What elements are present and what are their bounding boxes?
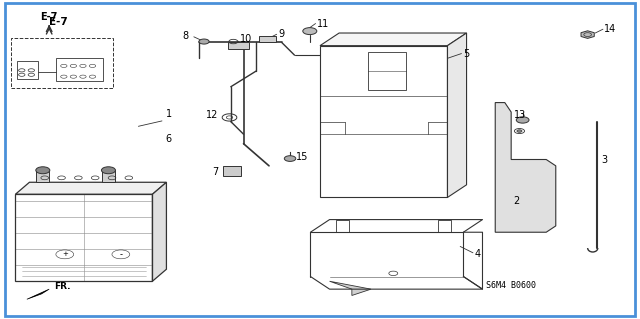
Text: E-7: E-7 bbox=[40, 12, 58, 22]
Bar bbox=[259, 36, 276, 41]
Text: 1: 1 bbox=[166, 109, 172, 119]
Bar bbox=[11, 38, 113, 88]
Text: 10: 10 bbox=[240, 34, 252, 44]
Text: 14: 14 bbox=[604, 24, 616, 34]
Bar bbox=[320, 46, 447, 197]
Bar bbox=[228, 41, 248, 49]
Text: 12: 12 bbox=[205, 110, 218, 120]
Text: +: + bbox=[62, 251, 68, 257]
Text: 7: 7 bbox=[212, 167, 218, 176]
Text: 4: 4 bbox=[474, 249, 481, 259]
Circle shape bbox=[517, 130, 522, 132]
Bar bbox=[15, 194, 152, 281]
Text: 6: 6 bbox=[166, 134, 172, 144]
Text: 13: 13 bbox=[515, 110, 527, 120]
Polygon shape bbox=[447, 33, 467, 197]
Polygon shape bbox=[27, 289, 49, 299]
Polygon shape bbox=[581, 31, 595, 38]
Text: 15: 15 bbox=[296, 152, 308, 162]
Text: 2: 2 bbox=[513, 196, 519, 206]
Text: FR.: FR. bbox=[54, 282, 71, 291]
Bar bbox=[56, 58, 103, 81]
Polygon shape bbox=[15, 182, 166, 194]
Circle shape bbox=[303, 28, 317, 34]
Bar bbox=[17, 62, 38, 79]
Polygon shape bbox=[320, 33, 467, 46]
Polygon shape bbox=[152, 182, 166, 281]
Text: 3: 3 bbox=[602, 154, 608, 165]
Circle shape bbox=[516, 117, 529, 123]
Text: 9: 9 bbox=[278, 29, 284, 39]
Polygon shape bbox=[330, 281, 371, 295]
Bar bbox=[36, 170, 49, 182]
Circle shape bbox=[284, 156, 296, 161]
Circle shape bbox=[36, 167, 50, 174]
Text: -: - bbox=[120, 250, 122, 259]
Text: E-7: E-7 bbox=[49, 17, 68, 27]
Text: 8: 8 bbox=[182, 31, 189, 41]
Bar bbox=[223, 166, 241, 176]
Text: S6M4 B0600: S6M4 B0600 bbox=[486, 281, 536, 291]
Bar bbox=[102, 170, 115, 182]
Circle shape bbox=[101, 167, 115, 174]
Text: 11: 11 bbox=[317, 19, 329, 28]
Text: 5: 5 bbox=[463, 48, 469, 59]
Bar bbox=[368, 52, 406, 90]
Circle shape bbox=[199, 39, 209, 44]
Polygon shape bbox=[495, 103, 556, 232]
